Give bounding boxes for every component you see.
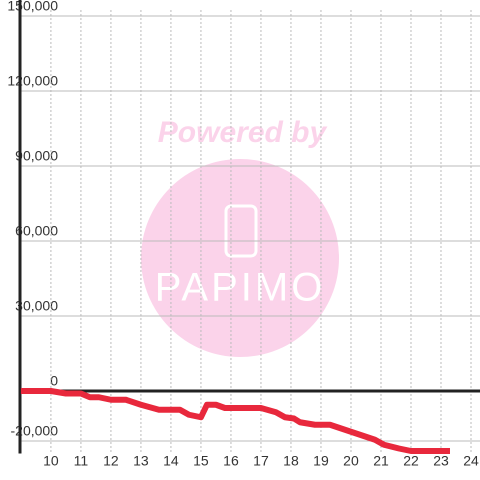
watermark: Powered by PAPIMO — [141, 116, 339, 357]
x-tick-label: 24 — [463, 453, 479, 469]
x-tick-label: 11 — [74, 453, 89, 469]
x-tick-label: 16 — [223, 453, 239, 469]
x-tick-label: 21 — [373, 453, 389, 469]
watermark-phone — [224, 204, 258, 258]
x-tick-label: 13 — [133, 453, 149, 469]
y-tick-label: -20,000 — [11, 423, 59, 439]
x-tick-label: 20 — [343, 453, 359, 469]
x-tick-label: 10 — [43, 453, 59, 469]
x-tick-label: 19 — [313, 453, 329, 469]
x-tick-label: 12 — [103, 453, 119, 469]
y-tick-label: 60,000 — [15, 223, 58, 239]
watermark-text: Powered by — [158, 116, 328, 149]
x-tick-label: 23 — [433, 453, 449, 469]
watermark-circle — [141, 159, 339, 357]
x-tick-label: 22 — [403, 453, 419, 469]
x-tick-label: 18 — [283, 453, 299, 469]
watermark-logo: PAPIMO — [155, 266, 326, 310]
y-tick-label: 90,000 — [15, 148, 58, 164]
x-tick-label: 17 — [253, 453, 269, 469]
x-tick-label: 14 — [163, 453, 179, 469]
x-tick-label: 15 — [193, 453, 209, 469]
line-series — [20, 388, 450, 454]
y-tick-label: 30,000 — [15, 298, 58, 314]
y-tick-label: 0 — [50, 373, 58, 389]
